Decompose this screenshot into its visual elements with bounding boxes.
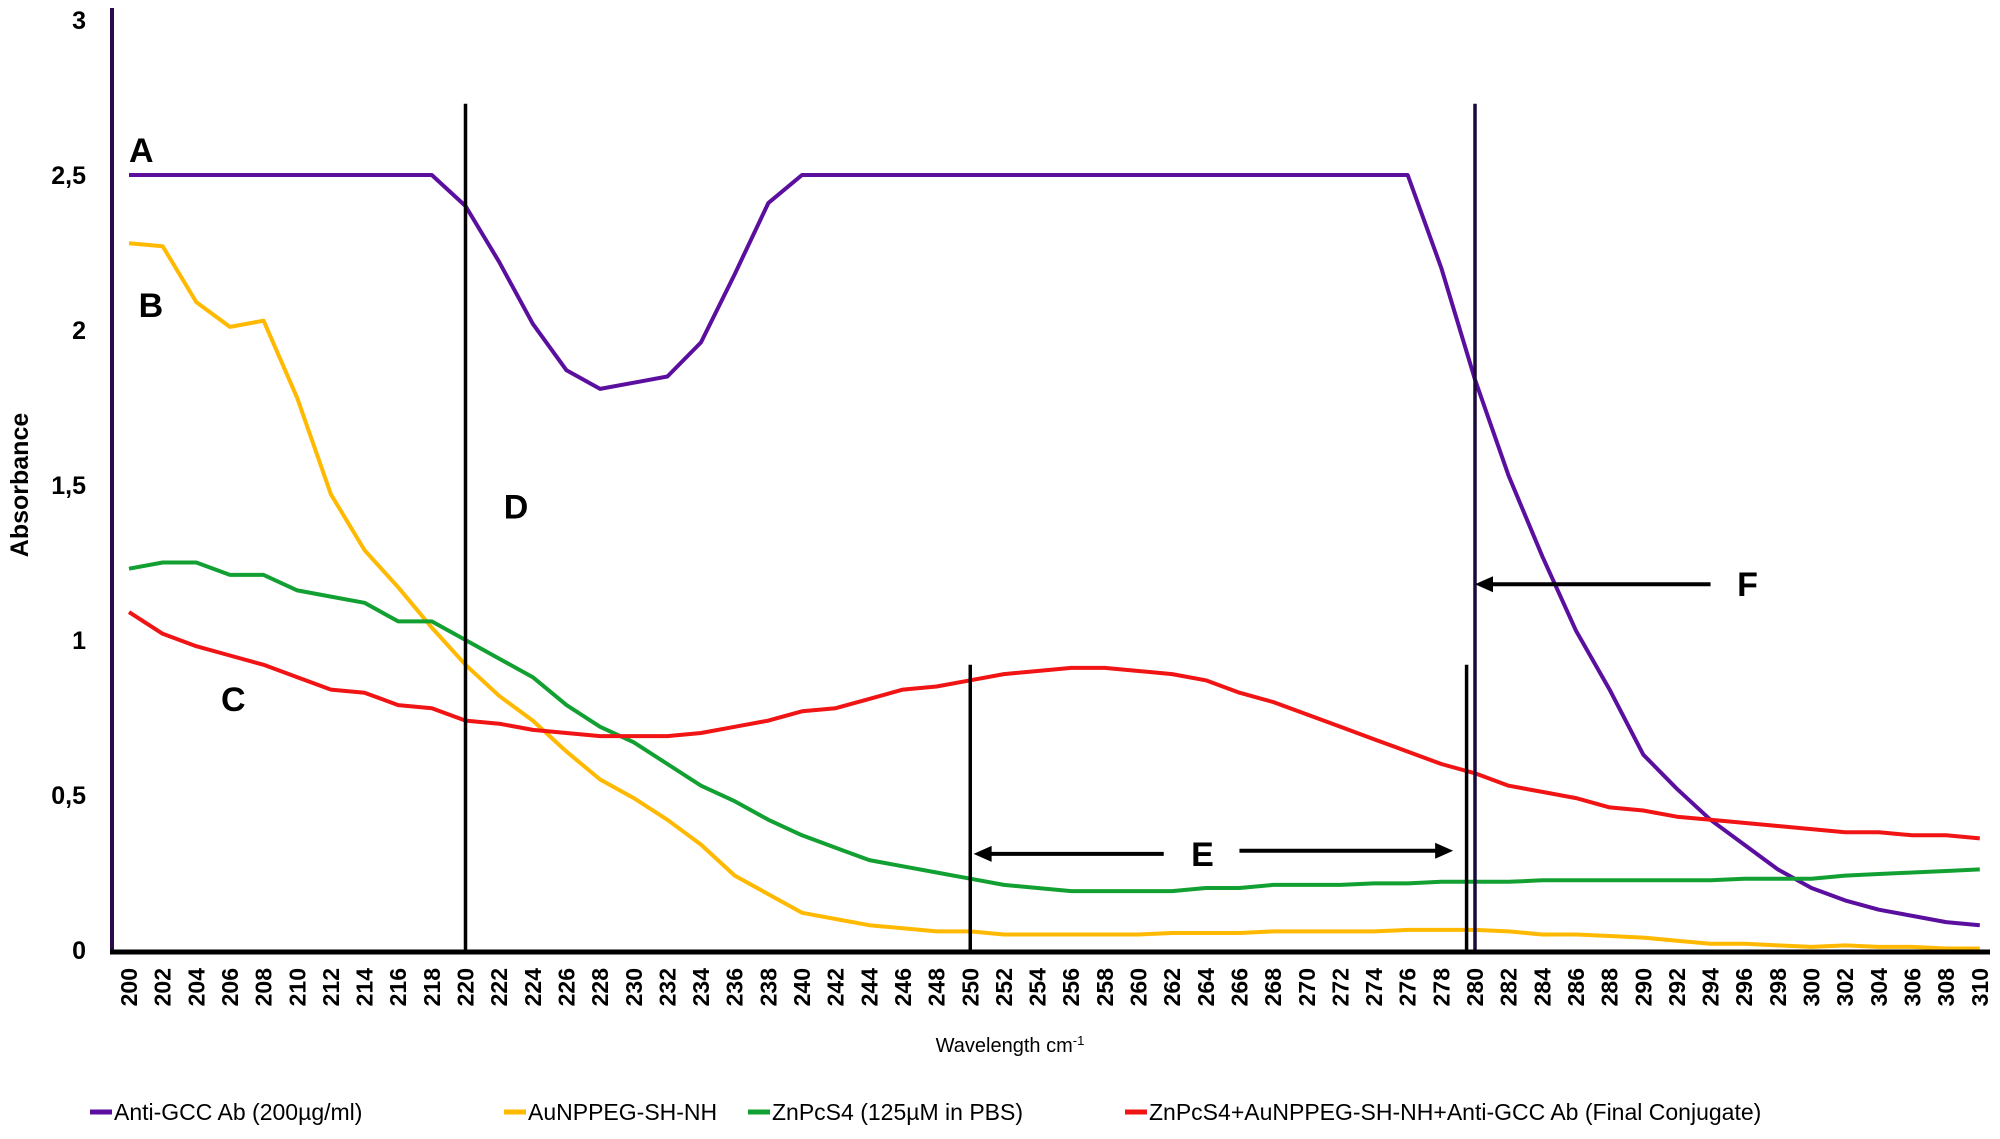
x-tick-label: 232 <box>654 968 680 1006</box>
x-tick-label: 244 <box>856 968 882 1007</box>
legend-label: ZnPcS4+AuNPPEG-SH-NH+Anti-GCC Ab (Final … <box>1149 1099 1761 1125</box>
y-tick-label: 0 <box>72 937 86 965</box>
x-tick-label: 202 <box>150 968 176 1006</box>
y-tick-label: 3 <box>72 7 86 35</box>
x-tick-label: 270 <box>1294 968 1320 1006</box>
legend-label: AuNPPEG-SH-NH <box>528 1099 717 1125</box>
x-tick-label: 274 <box>1361 968 1387 1007</box>
x-tick-label: 252 <box>991 968 1017 1006</box>
x-tick-label: 230 <box>621 968 647 1006</box>
x-tick-label: 286 <box>1563 968 1589 1006</box>
x-tick-label: 310 <box>1967 968 1993 1006</box>
x-tick-label: 288 <box>1597 968 1623 1007</box>
x-tick-label: 226 <box>553 968 579 1006</box>
y-tick-label: 1,5 <box>51 472 86 500</box>
x-tick-label: 272 <box>1327 968 1353 1006</box>
x-tick-label: 294 <box>1698 968 1724 1007</box>
x-tick-label: 240 <box>789 968 815 1006</box>
x-tick-labels: 200 202 204 206 208 210 212 214 216 218 220 222 224 2… <box>116 968 1993 1007</box>
x-tick-label: 258 <box>1092 968 1118 1007</box>
series-layer <box>127 173 1980 951</box>
annotation-label-e: E <box>1191 836 1214 874</box>
y-tick-label: 1 <box>72 627 86 655</box>
legend-item: AuNPPEG-SH-NH <box>504 1099 717 1125</box>
legend-label: Anti-GCC Ab (200µg/ml) <box>114 1099 362 1125</box>
x-tick-label: 222 <box>486 968 512 1006</box>
x-tick-label: 280 <box>1462 968 1488 1006</box>
x-tick-label: 304 <box>1866 968 1892 1007</box>
annotation-layer: A B C D E F <box>129 103 1758 952</box>
x-tick-label: 282 <box>1496 968 1522 1006</box>
x-tick-label: 254 <box>1025 968 1051 1007</box>
x-tick-label: 246 <box>890 968 916 1006</box>
x-tick-label: 214 <box>352 968 378 1007</box>
x-tick-label: 200 <box>116 968 142 1006</box>
series-line-2 <box>128 241 1980 951</box>
y-tick-label: 0,5 <box>51 782 86 810</box>
series-line-4 <box>127 610 1980 841</box>
x-tick-label: 268 <box>1260 968 1286 1007</box>
y-axis-title: Absorbance <box>6 413 34 558</box>
legend-item: ZnPcS4 (125µM in PBS) <box>748 1099 1023 1125</box>
x-tick-label: 234 <box>688 968 714 1007</box>
legend-label: ZnPcS4 (125µM in PBS) <box>772 1099 1023 1125</box>
x-axis-title: Wavelength cm-1 <box>936 1033 1085 1057</box>
legend-item: Anti-GCC Ab (200µg/ml) <box>90 1099 362 1125</box>
arrow-e-left-head <box>973 845 992 862</box>
x-tick-label: 212 <box>318 968 344 1006</box>
annotation-label-f: F <box>1737 566 1758 604</box>
x-tick-label: 224 <box>520 968 546 1007</box>
x-tick-label: 266 <box>1226 968 1252 1006</box>
x-tick-label: 308 <box>1933 968 1959 1007</box>
annotation-label-c: C <box>221 681 246 719</box>
x-tick-label: 290 <box>1630 968 1656 1006</box>
x-tick-label: 298 <box>1765 968 1791 1007</box>
legend: Anti-GCC Ab (200µg/ml) AuNPPEG-SH-NH ZnPcS… <box>90 1099 1761 1125</box>
x-tick-label: 208 <box>251 968 277 1007</box>
x-tick-label: 218 <box>419 968 445 1007</box>
y-tick-label: 2 <box>72 317 86 345</box>
x-tick-label: 236 <box>722 968 748 1006</box>
x-tick-label: 256 <box>1058 968 1084 1006</box>
annotation-label-a: A <box>129 132 154 170</box>
y-tick-labels: 0 0,5 1 1,5 2 2,5 3 <box>51 7 86 965</box>
x-tick-label: 238 <box>755 968 781 1007</box>
x-tick-label: 204 <box>183 968 209 1007</box>
x-tick-label: 302 <box>1832 968 1858 1006</box>
x-tick-label: 228 <box>587 968 613 1007</box>
x-tick-label: 220 <box>453 968 479 1006</box>
x-tick-label: 210 <box>284 968 310 1006</box>
x-tick-label: 242 <box>823 968 849 1006</box>
x-tick-label: 216 <box>385 968 411 1006</box>
x-tick-label: 264 <box>1193 968 1219 1007</box>
annotation-label-b: B <box>139 287 164 325</box>
x-tick-label: 260 <box>1126 968 1152 1006</box>
arrow-f-head <box>1475 576 1493 593</box>
annotation-label-d: D <box>504 489 529 527</box>
x-tick-label: 262 <box>1159 968 1185 1006</box>
x-tick-label: 284 <box>1529 968 1555 1007</box>
x-tick-label: 250 <box>957 968 983 1006</box>
series-line-3 <box>128 560 1980 894</box>
x-tick-label: 248 <box>924 968 950 1007</box>
y-tick-label: 2,5 <box>51 162 86 190</box>
x-tick-label: 278 <box>1428 968 1454 1007</box>
x-tick-label: 306 <box>1899 968 1925 1006</box>
x-tick-label: 206 <box>217 968 243 1006</box>
legend-item: ZnPcS4+AuNPPEG-SH-NH+Anti-GCC Ab (Final … <box>1125 1099 1761 1125</box>
x-tick-label: 292 <box>1664 968 1690 1006</box>
arrow-e-right-head <box>1435 842 1454 859</box>
x-tick-label: 300 <box>1799 968 1825 1006</box>
series-line-1 <box>129 173 1980 928</box>
x-tick-label: 296 <box>1731 968 1757 1006</box>
x-tick-label: 276 <box>1395 968 1421 1006</box>
